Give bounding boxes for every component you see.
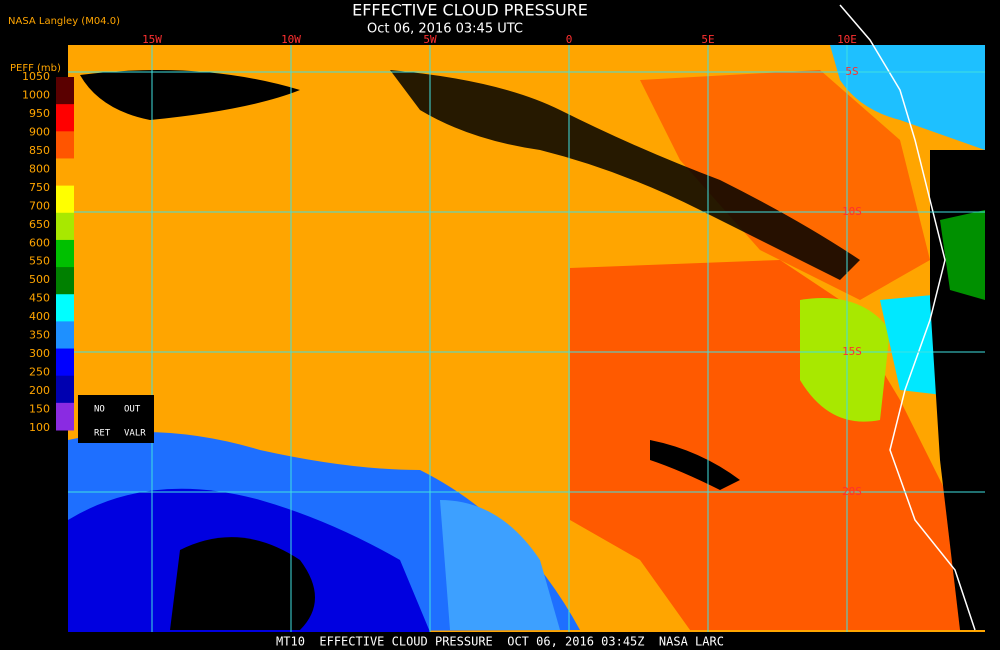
colorbar-swatch (56, 321, 74, 350)
colorbar-tick-label: 400 (29, 310, 50, 323)
colorbar-tick-label: 450 (29, 292, 50, 305)
colorbar-swatch (56, 185, 74, 214)
longitude-label: 10W (281, 33, 301, 46)
colorbar-tick-label: 950 (29, 107, 50, 120)
latitude-label: 15S (842, 345, 862, 358)
mid-cloud-region (800, 298, 890, 422)
colorbar-swatch (56, 239, 74, 268)
source: NASA Langley (M04.0) (8, 16, 120, 27)
colorbar-tick-label: 900 (29, 125, 50, 138)
colorbar-swatch (56, 294, 74, 322)
colorbar-tick-label: 350 (29, 329, 50, 342)
legend-text: NO (94, 405, 105, 415)
clear-region (390, 70, 860, 280)
legend-text: OUT (124, 405, 141, 415)
colorbar-tick-label: 1000 (22, 88, 50, 101)
colorbar-swatch (56, 104, 74, 132)
footer: MT10 EFFECTIVE CLOUD PRESSURE OCT 06, 20… (276, 635, 724, 649)
longitude-label: 15W (142, 33, 162, 46)
legend-text: RET (94, 429, 111, 439)
legend-box (78, 395, 154, 443)
colorbar-swatch (56, 402, 74, 431)
colorbar: 1050 1000 950 900 850 800 750 700 650 600 550 500 45… (22, 70, 74, 434)
longitude-label: 0 (566, 33, 573, 46)
colorbar-tick-label: 700 (29, 199, 50, 212)
latitude-label: 5S (845, 65, 858, 78)
colorbar-tick-label: 750 (29, 181, 50, 194)
mid-cloud-region (830, 45, 985, 150)
legend-text: VALR (124, 429, 146, 439)
low-cloud-region (640, 70, 930, 300)
high-cloud-region (440, 500, 560, 630)
colorbar-tick-label: 550 (29, 255, 50, 268)
colorbar-tick-label: 650 (29, 218, 50, 231)
subtitle: Oct 06, 2016 03:45 UTC (367, 22, 523, 37)
clear-region (170, 537, 315, 630)
colorbar-tick-label: 850 (29, 144, 50, 157)
colorbar-swatch (56, 212, 74, 241)
longitude-label: 10E (837, 33, 857, 46)
colorbar-tick-label: 250 (29, 366, 50, 379)
land-cloud (940, 210, 985, 300)
coastline (839, 4, 976, 631)
colorbar-swatch (56, 77, 74, 105)
colorbar-tick-label: 800 (29, 162, 50, 175)
colorbar-label: PEFF (mb) (10, 63, 61, 74)
grid: 15W 10W 5W 0 5E 10E 5S 10S 15S 20S (68, 33, 985, 632)
longitude-label: 5E (701, 33, 714, 46)
clear-region (650, 440, 740, 490)
colorbar-tick-label: 150 (29, 403, 50, 416)
colorbar-swatch (56, 375, 74, 404)
map (68, 4, 985, 632)
colorbar-tick-label: 200 (29, 384, 50, 397)
latitude-label: 10S (842, 205, 862, 218)
colorbar-swatch (56, 158, 74, 187)
clear-region (80, 70, 300, 120)
colorbar-tick-label: 100 (29, 421, 50, 434)
colorbar-swatch (56, 267, 74, 295)
latitude-label: 20S (842, 485, 862, 498)
title: EFFECTIVE CLOUD PRESSURE (352, 1, 588, 20)
longitude-label: 5W (423, 33, 437, 46)
colorbar-tick-label: 600 (29, 236, 50, 249)
colorbar-swatch (56, 348, 74, 377)
colorbar-tick-label: 500 (29, 273, 50, 286)
colorbar-tick-label: 300 (29, 347, 50, 360)
colorbar-tick-label: 1050 (22, 70, 50, 83)
colorbar-swatch (56, 131, 74, 159)
